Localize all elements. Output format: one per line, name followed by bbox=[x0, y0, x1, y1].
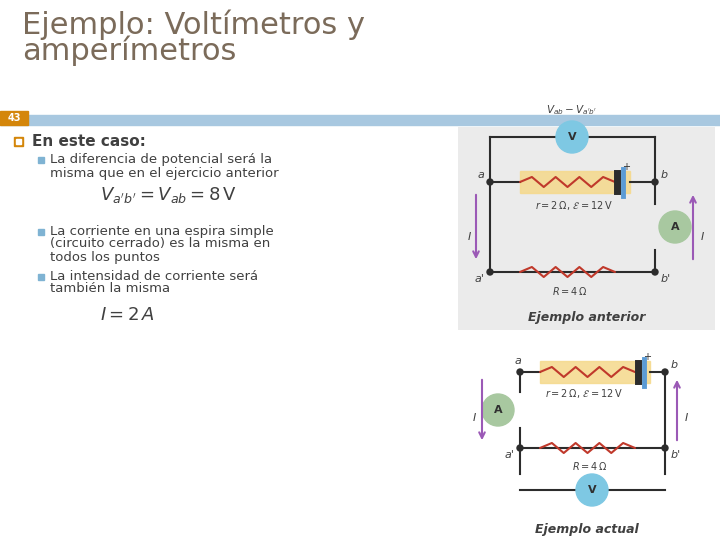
Text: $R=4\,\Omega$: $R=4\,\Omega$ bbox=[572, 460, 608, 472]
Text: a': a' bbox=[504, 450, 514, 460]
Text: A: A bbox=[671, 222, 679, 232]
Bar bbox=[38, 274, 44, 280]
Text: a': a' bbox=[474, 274, 484, 284]
Bar bbox=[38, 229, 44, 235]
Bar bbox=[0, 111, 28, 125]
Text: I: I bbox=[701, 232, 704, 242]
Text: La corriente en una espira simple: La corriente en una espira simple bbox=[50, 225, 274, 238]
Text: $r=2\,\Omega,\,\mathcal{E}=12\,\mathrm{V}$: $r=2\,\Omega,\,\mathcal{E}=12\,\mathrm{V… bbox=[535, 199, 613, 212]
Text: a: a bbox=[477, 170, 484, 180]
Text: I: I bbox=[685, 413, 688, 423]
Text: $V_{ab} - V_{a'b'}$: $V_{ab} - V_{a'b'}$ bbox=[546, 103, 598, 117]
Text: I: I bbox=[468, 232, 472, 242]
Text: $I = 2\,A$: $I = 2\,A$ bbox=[100, 306, 155, 324]
Text: Ejemplo actual: Ejemplo actual bbox=[535, 523, 639, 536]
Text: En este caso:: En este caso: bbox=[32, 134, 146, 150]
Circle shape bbox=[652, 179, 658, 185]
Circle shape bbox=[482, 394, 514, 426]
Circle shape bbox=[576, 474, 608, 506]
Circle shape bbox=[517, 369, 523, 375]
Text: b': b' bbox=[661, 274, 671, 284]
Bar bbox=[458, 335, 715, 538]
Circle shape bbox=[517, 445, 523, 451]
Text: $r=2\,\Omega,\,\mathcal{E}=12\,\mathrm{V}$: $r=2\,\Omega,\,\mathcal{E}=12\,\mathrm{V… bbox=[545, 387, 623, 400]
Text: (circuito cerrado) es la misma en: (circuito cerrado) es la misma en bbox=[50, 238, 270, 251]
Text: misma que en el ejercicio anterior: misma que en el ejercicio anterior bbox=[50, 166, 279, 179]
Bar bbox=[14, 137, 23, 146]
Bar bbox=[520, 171, 630, 193]
Bar bbox=[458, 127, 715, 330]
Circle shape bbox=[487, 269, 493, 275]
Text: $R=4\,\Omega$: $R=4\,\Omega$ bbox=[552, 285, 588, 297]
Circle shape bbox=[487, 179, 493, 185]
Text: V: V bbox=[588, 485, 596, 495]
Text: A: A bbox=[494, 405, 503, 415]
Circle shape bbox=[556, 121, 588, 153]
Bar bbox=[540, 361, 650, 383]
Text: amperímetros: amperímetros bbox=[22, 36, 236, 66]
Text: La diferencia de potencial será la: La diferencia de potencial será la bbox=[50, 152, 272, 165]
Text: b: b bbox=[661, 170, 668, 180]
Text: b: b bbox=[671, 360, 678, 370]
Text: +: + bbox=[643, 352, 651, 362]
Text: La intensidad de corriente será: La intensidad de corriente será bbox=[50, 269, 258, 282]
Bar bbox=[16, 139, 21, 144]
Circle shape bbox=[662, 445, 668, 451]
Text: +: + bbox=[622, 162, 630, 172]
Text: Ejemplo: Voltímetros y: Ejemplo: Voltímetros y bbox=[22, 10, 365, 40]
Text: I: I bbox=[473, 413, 476, 423]
Text: a: a bbox=[515, 356, 521, 366]
Circle shape bbox=[652, 269, 658, 275]
Text: también la misma: también la misma bbox=[50, 282, 170, 295]
Circle shape bbox=[659, 211, 691, 243]
Text: b': b' bbox=[671, 450, 681, 460]
Bar bbox=[38, 157, 44, 163]
Circle shape bbox=[662, 369, 668, 375]
Text: 43: 43 bbox=[7, 113, 21, 123]
Bar bbox=[0, 115, 720, 125]
Text: todos los puntos: todos los puntos bbox=[50, 251, 160, 264]
Text: V: V bbox=[567, 132, 576, 142]
Text: Ejemplo anterior: Ejemplo anterior bbox=[528, 311, 645, 324]
Text: $V_{a'b'} = V_{ab} = 8\,\mathrm{V}$: $V_{a'b'} = V_{ab} = 8\,\mathrm{V}$ bbox=[100, 185, 237, 205]
